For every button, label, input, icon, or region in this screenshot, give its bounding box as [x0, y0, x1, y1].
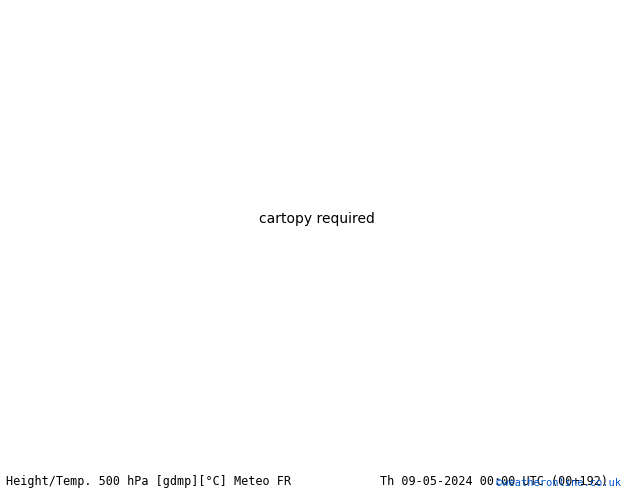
Text: Th 09-05-2024 00:00 UTC (00+192): Th 09-05-2024 00:00 UTC (00+192) [380, 474, 609, 488]
Text: Height/Temp. 500 hPa [gdmp][°C] Meteo FR: Height/Temp. 500 hPa [gdmp][°C] Meteo FR [6, 474, 292, 488]
Text: ©weatheronline.co.uk: ©weatheronline.co.uk [496, 478, 621, 488]
Text: cartopy required: cartopy required [259, 212, 375, 226]
